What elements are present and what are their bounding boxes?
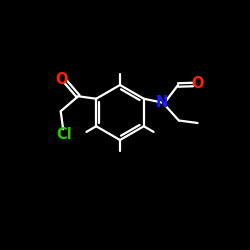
Text: Cl: Cl	[56, 127, 72, 142]
Text: O: O	[55, 72, 68, 88]
Text: O: O	[191, 76, 204, 91]
Text: N: N	[156, 95, 168, 110]
